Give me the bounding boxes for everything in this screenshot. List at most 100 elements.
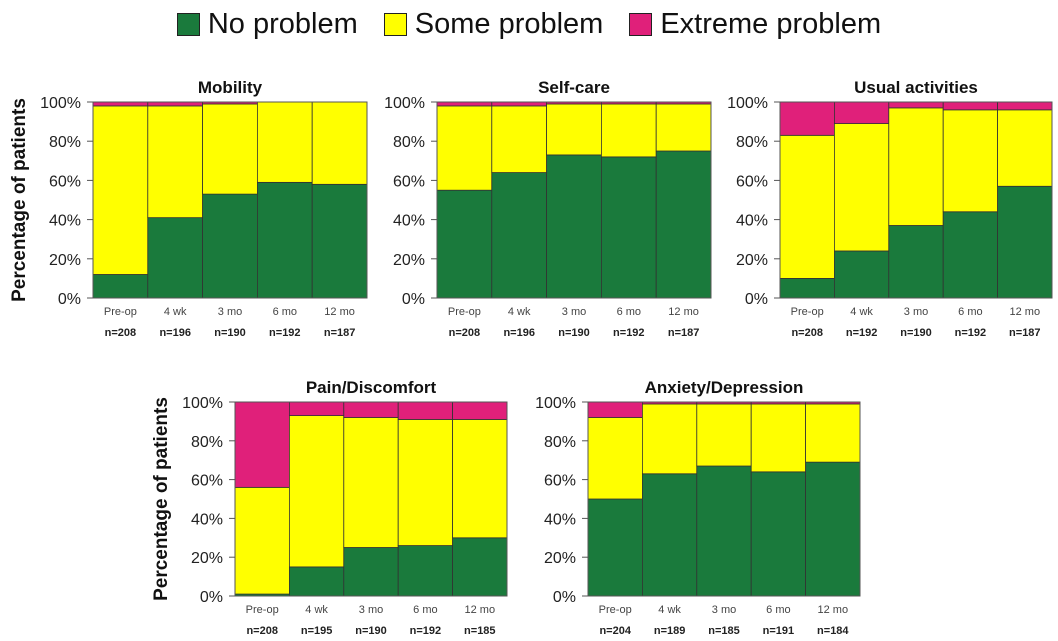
- sample-size-label: n=192: [410, 625, 442, 637]
- x-tick-label: 12 mo: [818, 604, 849, 616]
- bar-segment-extreme-problem-pre-op: [436, 101, 493, 107]
- y-tick-label: 80%: [191, 434, 223, 451]
- bar-segment-no-problem-4-wk: [491, 172, 547, 299]
- legend-label-extreme-problem: Extreme problem: [660, 7, 882, 40]
- y-tick-label: 40%: [544, 511, 576, 528]
- chart-anxiety-depression: Anxiety/Depression 0% 20% 40% 60% 80% 100% Pre-…: [535, 378, 861, 637]
- bar-segment-no-problem-12-mo: [805, 461, 861, 597]
- bar-segment-no-problem-3-mo: [546, 154, 602, 299]
- sample-size-label: n=192: [846, 327, 878, 339]
- y-tick-label: 60%: [191, 473, 223, 490]
- x-tick-label: Pre-op: [599, 604, 632, 616]
- bar-segment-no-problem-3-mo: [343, 547, 399, 597]
- bar-segment-no-problem-6-mo: [750, 471, 807, 597]
- bar-segment-some-problem-4-wk: [288, 415, 345, 568]
- chart-mobility: Mobility 0% 20% 40% 60% 80% 100% Percentage of …: [9, 78, 368, 339]
- y-tick-label: 20%: [191, 550, 223, 567]
- bar-segment-extreme-problem-6-mo: [397, 401, 454, 420]
- bar-segment-some-problem-12-mo: [311, 101, 368, 185]
- bar-segment-no-problem-6-mo: [256, 181, 313, 299]
- x-tick-label: 4 wk: [658, 604, 681, 616]
- bar-segment-some-problem-3-mo: [696, 403, 752, 467]
- bar-segment-extreme-problem-pre-op: [234, 401, 290, 488]
- y-tick-label: 60%: [49, 173, 81, 190]
- chart-self-care: Self-care 0% 20% 40% 60% 80% 100% Pre-op n=208 4 …: [384, 78, 712, 339]
- legend-label-some-problem: Some problem: [414, 7, 604, 40]
- bar-segment-extreme-problem-pre-op: [779, 101, 835, 136]
- bar-segment-some-problem-6-mo: [942, 109, 999, 213]
- bar-segment-extreme-problem-pre-op: [92, 101, 149, 107]
- y-tick-label: 100%: [384, 95, 425, 112]
- y-tick-label: 0%: [200, 589, 223, 606]
- bar-segment-extreme-problem-4-wk: [834, 101, 890, 124]
- x-tick-label: 4 wk: [508, 306, 531, 318]
- bar-segment-extreme-problem-6-mo: [942, 101, 999, 111]
- plot-frame: [587, 401, 861, 597]
- x-tick-label: 3 mo: [359, 604, 383, 616]
- sample-size-label: n=187: [1009, 327, 1041, 339]
- y-tick-label: 40%: [736, 213, 768, 230]
- sample-size-label: n=192: [269, 327, 301, 339]
- bar-segment-no-problem-3-mo: [202, 193, 258, 299]
- bar-segment-no-problem-4-wk: [288, 566, 345, 597]
- y-tick-label: 100%: [535, 395, 576, 412]
- bar-segment-some-problem-12-mo: [655, 103, 712, 152]
- y-axis-title: Percentage of patients: [151, 397, 172, 601]
- bar-segment-some-problem-6-mo: [750, 403, 807, 473]
- y-tick-label: 60%: [544, 473, 576, 490]
- plot-frame: [234, 401, 508, 597]
- legend-swatch-no-problem: [176, 12, 200, 36]
- chart-legend: No problem Some problem Extreme problem: [0, 4, 1058, 44]
- y-tick-label: 40%: [191, 511, 223, 528]
- sample-size-label: n=187: [668, 327, 700, 339]
- bar-segment-some-problem-pre-op: [234, 486, 290, 595]
- y-tick-label: 40%: [393, 213, 425, 230]
- x-tick-label: Pre-op: [791, 306, 824, 318]
- y-tick-label: 100%: [727, 95, 768, 112]
- bar-segment-no-problem-4-wk: [147, 217, 204, 299]
- bar-segment-no-problem-3-mo: [696, 465, 752, 597]
- y-tick-label: 20%: [49, 252, 81, 269]
- bar-segment-no-problem-12-mo: [452, 537, 508, 597]
- bar-segment-some-problem-3-mo: [202, 103, 258, 195]
- y-tick-label: 80%: [736, 134, 768, 151]
- sample-size-label: n=196: [159, 327, 191, 339]
- sample-size-label: n=185: [708, 625, 740, 637]
- x-tick-label: 12 mo: [668, 306, 699, 318]
- x-tick-label: 12 mo: [465, 604, 496, 616]
- bar-segment-no-problem-6-mo: [601, 156, 657, 299]
- legend-item-no-problem: No problem: [176, 8, 358, 41]
- bar-segment-extreme-problem-4-wk: [491, 101, 547, 107]
- chart-title: Anxiety/Depression: [645, 378, 804, 397]
- bar-segment-some-problem-4-wk: [147, 105, 204, 219]
- sample-size-label: n=204: [599, 625, 631, 637]
- bar-segment-some-problem-3-mo: [546, 103, 602, 156]
- bar-segment-some-problem-4-wk: [491, 105, 547, 173]
- chart-title: Mobility: [198, 78, 263, 97]
- sample-size-label: n=192: [613, 327, 645, 339]
- plot-frame: [436, 101, 712, 299]
- bar-segment-no-problem-12-mo: [311, 183, 368, 299]
- bar-segment-some-problem-pre-op: [436, 105, 493, 191]
- sample-size-label: n=190: [900, 327, 932, 339]
- bar-segment-no-problem-pre-op: [587, 498, 643, 597]
- y-tick-label: 20%: [544, 550, 576, 567]
- x-tick-label: 3 mo: [904, 306, 928, 318]
- bar-segment-no-problem-4-wk: [642, 473, 698, 597]
- x-tick-label: 6 mo: [617, 306, 641, 318]
- bar-segment-extreme-problem-pre-op: [587, 401, 643, 418]
- x-tick-label: 6 mo: [413, 604, 437, 616]
- y-tick-label: 40%: [49, 213, 81, 230]
- chart-usual-activities: Usual activities 0% 20% 40% 60% 80% 100% Pre-op…: [727, 78, 1053, 339]
- sample-size-label: n=190: [558, 327, 590, 339]
- bar-segment-some-problem-pre-op: [92, 105, 149, 275]
- y-tick-label: 20%: [736, 252, 768, 269]
- sample-size-label: n=208: [246, 625, 278, 637]
- bar-segment-no-problem-pre-op: [436, 189, 493, 299]
- sample-size-label: n=184: [817, 625, 849, 637]
- sample-size-label: n=185: [464, 625, 496, 637]
- x-tick-label: 4 wk: [305, 604, 328, 616]
- legend-item-some-problem: Some problem: [383, 7, 604, 41]
- y-tick-label: 100%: [40, 95, 81, 112]
- sample-size-label: n=208: [449, 327, 481, 339]
